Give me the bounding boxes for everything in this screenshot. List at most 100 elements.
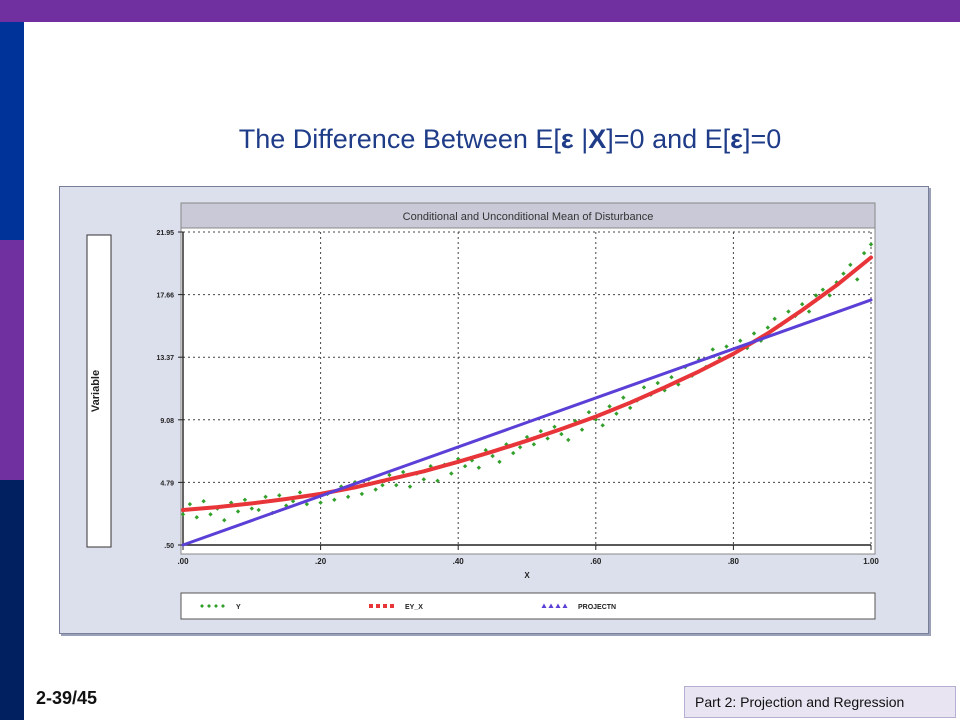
legend-marker xyxy=(390,604,394,608)
left-accent-segment-blue xyxy=(0,22,24,240)
legend-marker xyxy=(376,604,380,608)
y-data-point xyxy=(435,478,440,483)
y-data-point xyxy=(579,427,585,432)
chart-frame: Variable Conditional and Unconditional M… xyxy=(59,186,929,634)
legend-item-projectn: PROJECTN xyxy=(541,603,616,611)
y-data-point xyxy=(820,287,826,292)
left-accent-segment-navy xyxy=(0,480,24,720)
slide-title-text: ]=0 and E[ xyxy=(606,124,731,154)
y-data-point xyxy=(593,417,598,422)
page-number: 2-39/45 xyxy=(36,688,98,708)
slide-title-emphasis: ε xyxy=(560,124,574,154)
y-data-point xyxy=(497,459,502,465)
y-data-point xyxy=(476,465,482,470)
slide-title-text: The Difference Between E[ xyxy=(238,124,561,154)
y-data-point xyxy=(813,293,819,298)
slide-title-emphasis: ε xyxy=(730,124,743,154)
y-data-point xyxy=(621,395,626,400)
legend-item-y: Y xyxy=(200,604,241,611)
legend-marker xyxy=(214,604,218,608)
y-data-point xyxy=(462,464,468,469)
y-data-point xyxy=(531,442,537,447)
y-data-point xyxy=(421,477,426,482)
y-data-point xyxy=(710,347,715,352)
x-axis-label: X xyxy=(524,571,530,580)
x-tick-label: .80 xyxy=(728,557,740,566)
axis-ticks: .00 .20 .40 .60 .80 1.00 .50 4.79 9.08 13.37 17.66… xyxy=(156,230,879,566)
y-data-point xyxy=(277,493,282,498)
y-data-point xyxy=(387,472,392,478)
x-tick-label: 1.00 xyxy=(863,557,879,566)
y-data-point xyxy=(806,309,812,314)
y-data-point xyxy=(545,436,550,441)
y-data-point xyxy=(201,499,206,504)
y-data-point xyxy=(242,497,248,502)
x-tick-label: .60 xyxy=(590,557,602,566)
footer-text: Part 2: Projection and Regression xyxy=(695,694,905,710)
y-data-point xyxy=(614,411,619,416)
y-data-point xyxy=(538,428,543,434)
y-data-point xyxy=(235,509,241,514)
y-data-point xyxy=(669,374,674,380)
y-data-point xyxy=(249,506,254,511)
y-data-point xyxy=(394,482,399,488)
y-tick-label: .50 xyxy=(164,543,174,550)
y-data-point xyxy=(263,494,268,500)
chart-svg: Variable Conditional and Unconditional M… xyxy=(86,202,879,620)
y-data-point xyxy=(517,445,523,450)
footer-box: Part 2: Projection and Regression xyxy=(684,686,956,718)
y-data-point xyxy=(332,497,337,502)
top-accent-bar xyxy=(0,0,960,22)
y-data-point xyxy=(552,424,557,430)
y-data-point xyxy=(572,418,578,424)
y-data-point xyxy=(256,507,261,513)
series-line-projectn xyxy=(181,298,873,547)
y-data-point xyxy=(490,453,495,459)
y-data-point xyxy=(373,487,378,492)
legend: Y EY_X PROJECTN xyxy=(200,603,616,611)
y-tick-label: 4.79 xyxy=(160,480,174,487)
y-data-point xyxy=(841,271,846,276)
y-data-point xyxy=(641,385,647,390)
legend-marker xyxy=(548,603,554,608)
slide-title: The Difference Between E[ε |X]=0 and E[ε… xyxy=(60,124,960,155)
y-data-point xyxy=(772,316,777,322)
y-data-point xyxy=(600,423,605,428)
y-tick-label: 9.08 xyxy=(160,418,174,425)
y-data-point xyxy=(786,309,791,314)
y-data-point xyxy=(628,405,633,411)
y-data-point xyxy=(297,490,303,495)
legend-label: Y xyxy=(236,604,241,611)
y-data-point xyxy=(607,404,612,409)
slide-title-text: ]=0 xyxy=(742,124,782,154)
y-data-point xyxy=(655,380,660,386)
y-data-point xyxy=(449,471,454,476)
y-data-point xyxy=(222,517,227,523)
legend-box xyxy=(180,592,876,620)
left-accent-bar xyxy=(0,0,24,720)
legend-marker xyxy=(369,604,373,608)
y-axis-label: Variable xyxy=(90,370,102,412)
y-data-point xyxy=(738,338,743,343)
y-data-point xyxy=(765,325,770,330)
chart-title: Conditional and Unconditional Mean of Di… xyxy=(403,211,654,223)
x-tick-label: .00 xyxy=(177,557,189,566)
y-data-point xyxy=(868,242,874,247)
y-data-point xyxy=(758,338,764,343)
y-data-point xyxy=(827,293,832,298)
chart-title-box xyxy=(180,202,876,229)
y-data-point xyxy=(359,491,365,497)
y-data-point xyxy=(524,434,530,440)
legend-label: EY_X xyxy=(405,604,423,611)
legend-marker xyxy=(221,604,225,608)
legend-item-ey_x: EY_X xyxy=(369,604,423,611)
slide-title-emphasis: X xyxy=(588,124,607,154)
y-data-point xyxy=(400,469,406,475)
plot-area xyxy=(180,227,876,555)
y-tick-label: 17.66 xyxy=(156,293,174,300)
y-data-point xyxy=(848,262,853,268)
y-data-point xyxy=(724,344,729,349)
y-data-point xyxy=(407,484,413,489)
y-data-point xyxy=(861,250,867,256)
series-layer xyxy=(180,242,874,547)
